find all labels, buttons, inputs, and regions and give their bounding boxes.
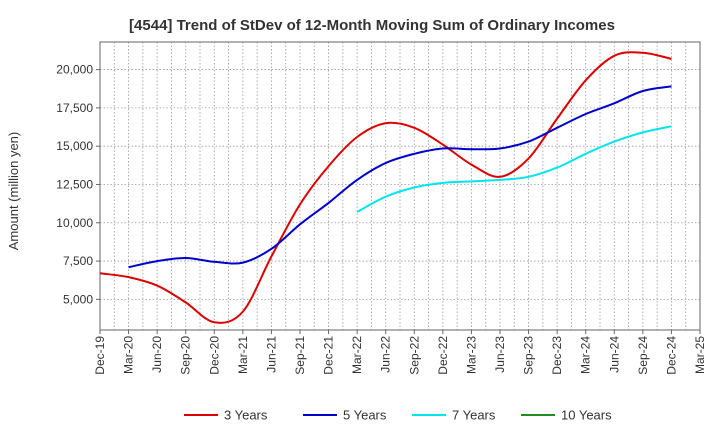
x-tick-label: Dec-22 (436, 336, 450, 375)
x-tick-label: Sep-24 (636, 336, 650, 375)
x-tick-label: Mar-24 (579, 336, 593, 374)
series-line-5-years (128, 85, 672, 269)
x-tick-label: Jun-22 (379, 336, 393, 373)
y-tick-label: 5,000 (63, 292, 93, 306)
series-line-3-years (99, 51, 672, 324)
y-tick-label: 7,500 (63, 254, 93, 268)
x-tick-label: Mar-22 (350, 336, 364, 374)
x-tick-label: Sep-20 (179, 336, 193, 375)
y-tick-label: 20,000 (56, 63, 93, 77)
x-tick-label: Jun-20 (150, 336, 164, 373)
legend: 3 Years 5 Years 7 Years 10 Years (184, 408, 612, 423)
y-tick-label: 10,000 (56, 216, 93, 230)
x-tick-label: Dec-24 (664, 336, 678, 375)
legend-label-3-years: 3 Years (224, 408, 268, 423)
x-tick-label: Dec-21 (322, 336, 336, 375)
x-axis: Dec-19 Mar-20 Jun-20 Sep-20 Dec-20 Mar-21 Jun-… (93, 330, 707, 375)
legend-label-5-years: 5 Years (343, 408, 387, 423)
x-tick-label: Sep-23 (522, 336, 536, 375)
x-tick-label: Sep-22 (407, 336, 421, 375)
series-layer (99, 51, 672, 324)
series-line-7-years (356, 125, 672, 213)
chart-title: [4544] Trend of StDev of 12-Month Moving… (129, 17, 615, 34)
x-tick-label: Mar-25 (693, 336, 707, 374)
x-tick-label: Mar-21 (236, 336, 250, 374)
x-tick-label: Jun-24 (607, 336, 621, 373)
y-tick-label: 12,500 (56, 177, 93, 191)
x-tick-label: Dec-23 (550, 336, 564, 375)
x-tick-label: Jun-23 (493, 336, 507, 373)
x-tick-label: Mar-23 (464, 336, 478, 374)
plot-frame (99, 41, 701, 331)
y-axis: 5,000 7,500 10,000 12,500 15,000 17,500 20,000 (56, 63, 100, 306)
grid (100, 42, 700, 330)
x-tick-label: Jun-21 (264, 336, 278, 373)
x-tick-label: Sep-21 (293, 336, 307, 375)
y-tick-label: 15,000 (56, 139, 93, 153)
x-tick-label: Mar-20 (122, 336, 136, 374)
y-axis-label: Amount (million yen) (6, 132, 21, 251)
legend-label-10-years: 10 Years (561, 408, 612, 423)
x-tick-label: Dec-20 (207, 336, 221, 375)
legend-label-7-years: 7 Years (452, 408, 496, 423)
x-tick-label: Dec-19 (93, 336, 107, 375)
y-tick-label: 17,500 (56, 101, 93, 115)
